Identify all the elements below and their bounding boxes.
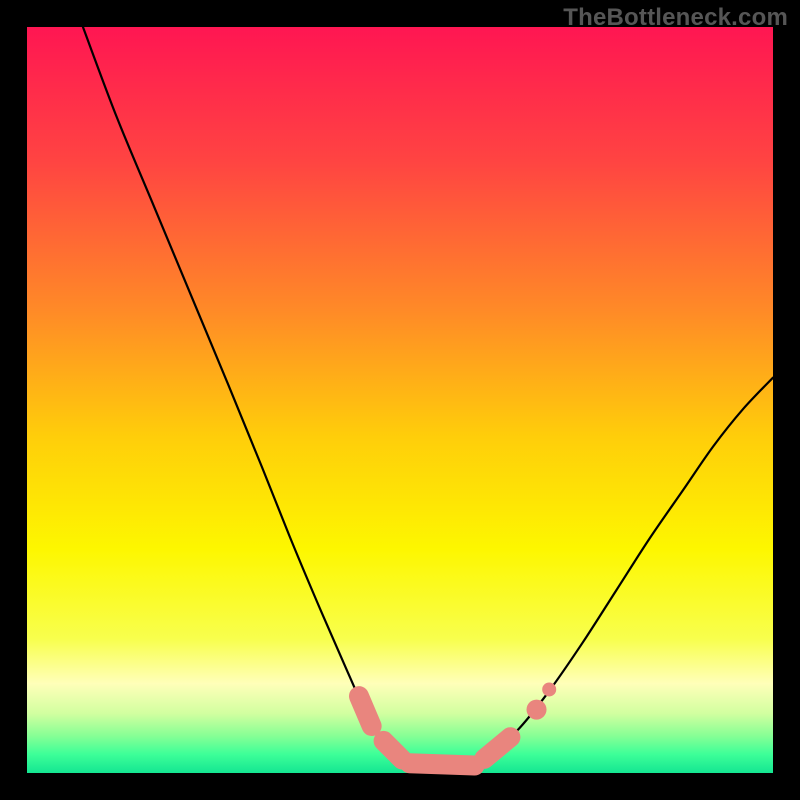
plot-background-gradient <box>27 27 773 773</box>
curve-marker-dot <box>542 682 556 696</box>
chart-svg <box>0 0 800 800</box>
curve-marker-capsule <box>359 696 372 726</box>
chart-stage: TheBottleneck.com <box>0 0 800 800</box>
curve-marker-capsule <box>410 763 475 765</box>
watermark-text: TheBottleneck.com <box>563 4 788 32</box>
curve-marker-capsule <box>384 741 403 760</box>
curve-marker-dot <box>527 700 547 720</box>
